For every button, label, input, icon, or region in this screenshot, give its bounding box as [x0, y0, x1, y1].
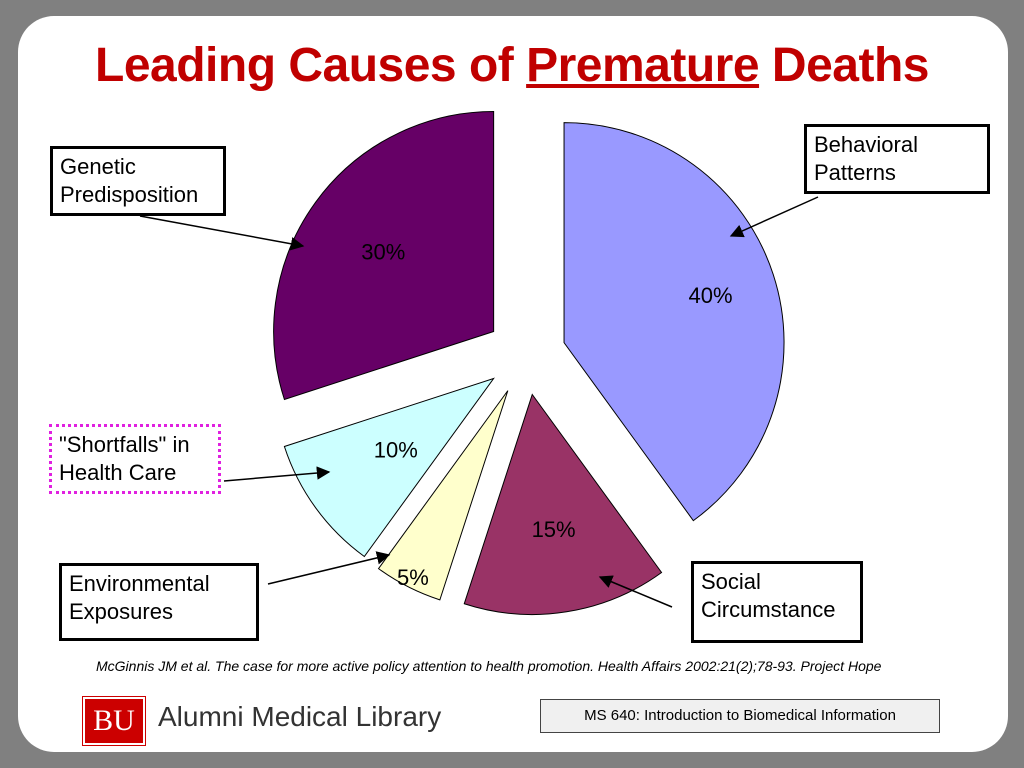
slice-value-label: 15%: [532, 517, 576, 542]
pie-slice: [377, 390, 509, 601]
pie-slice: [273, 110, 495, 401]
arrow-social: [598, 575, 673, 608]
callout-line: Exposures: [69, 599, 173, 624]
bu-logo: BU: [82, 696, 146, 746]
callout-environmental-exposures: Environmental Exposures: [59, 563, 259, 641]
title-underlined-word: Premature: [526, 39, 760, 92]
arrow-behavioral: [729, 196, 819, 238]
callout-line: "Shortfalls" in: [59, 432, 190, 457]
title-part-2: Deaths: [771, 39, 930, 92]
title-part-1: Leading Causes of: [95, 39, 514, 92]
slice-value-label: 30%: [361, 239, 405, 264]
course-label: MS 640: Introduction to Biomedical Infor…: [540, 699, 940, 733]
callout-line: Behavioral: [814, 132, 918, 157]
callout-line: Health Care: [59, 460, 177, 485]
callout-line: Circumstance: [701, 597, 836, 622]
callout-genetic-predisposition: Genetic Predisposition: [50, 146, 226, 216]
callout-line: Environmental: [69, 571, 210, 596]
arrow-environmental: [267, 551, 391, 585]
citation: McGinnis JM et al. The case for more act…: [96, 658, 882, 674]
callout-line: Genetic: [60, 154, 136, 179]
pie-slice: [463, 393, 663, 615]
slice-value-label: 5%: [397, 565, 429, 590]
callout-line: Social: [701, 569, 761, 594]
slice-value-label: 40%: [688, 283, 732, 308]
slice-value-label: 10%: [374, 438, 418, 463]
arrow-genetic: [139, 215, 305, 251]
page-title: Leading Causes of Premature Deaths: [0, 38, 1024, 93]
callout-behavioral-patterns: Behavioral Patterns: [804, 124, 990, 194]
library-name: Alumni Medical Library: [158, 701, 442, 732]
callout-line: Predisposition: [60, 182, 199, 207]
pie-slice: [563, 122, 785, 522]
arrow-shortfalls: [223, 466, 331, 482]
callout-shortfalls-health-care: "Shortfalls" in Health Care: [49, 424, 221, 494]
pie-slice: [283, 377, 495, 558]
callout-line: Patterns: [814, 160, 896, 185]
callout-social-circumstance: Social Circumstance: [691, 561, 863, 643]
